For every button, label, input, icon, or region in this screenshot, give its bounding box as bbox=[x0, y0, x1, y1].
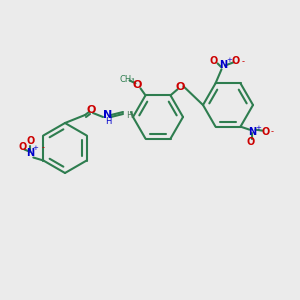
Text: +: + bbox=[226, 57, 232, 63]
Text: O: O bbox=[209, 56, 217, 66]
Text: O: O bbox=[231, 56, 240, 66]
Text: N: N bbox=[103, 110, 112, 120]
Text: O: O bbox=[26, 136, 34, 146]
Text: O: O bbox=[18, 142, 26, 152]
Text: -: - bbox=[242, 57, 245, 66]
Text: +: + bbox=[32, 145, 38, 151]
Text: +: + bbox=[256, 125, 261, 131]
Text: -: - bbox=[42, 143, 45, 152]
Text: N: N bbox=[248, 127, 256, 137]
Text: N: N bbox=[26, 148, 34, 158]
Text: O: O bbox=[246, 137, 255, 147]
Text: H: H bbox=[105, 118, 111, 127]
Text: O: O bbox=[261, 127, 270, 137]
Text: CH₃: CH₃ bbox=[120, 75, 135, 84]
Text: -: - bbox=[271, 127, 274, 136]
Text: O: O bbox=[176, 82, 185, 92]
Text: N: N bbox=[219, 60, 228, 70]
Text: H: H bbox=[126, 110, 132, 119]
Text: O: O bbox=[86, 105, 96, 115]
Text: O: O bbox=[133, 80, 142, 90]
